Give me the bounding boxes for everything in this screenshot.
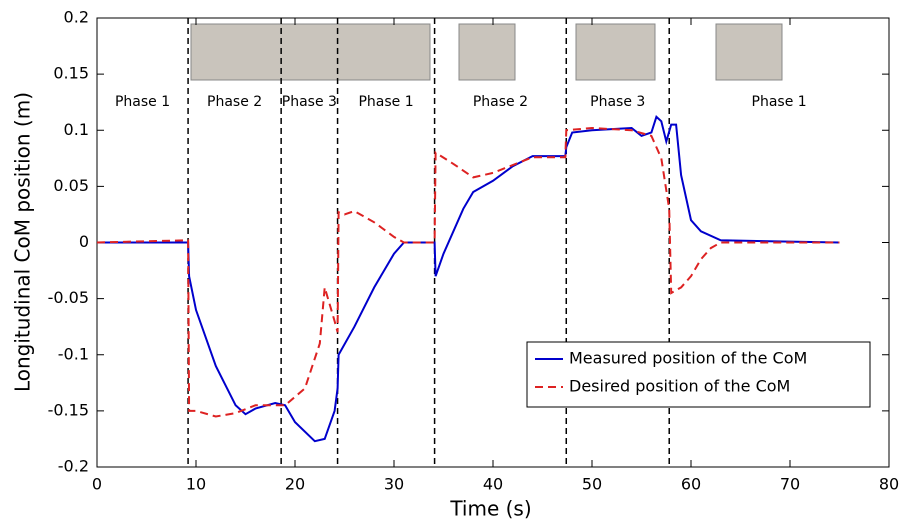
data-line: [96, 126, 840, 418]
photo: [458, 23, 516, 81]
photo: [575, 23, 656, 81]
x-tick-label: 10: [186, 475, 206, 494]
phase-label: Phase 1: [115, 94, 170, 110]
photo: [190, 23, 431, 81]
y-tick-label: -0.05: [48, 288, 89, 307]
phase-label: Phase 3: [590, 94, 645, 110]
y-tick-label: 0.2: [64, 8, 89, 27]
phase-label: Phase 1: [752, 94, 807, 110]
x-tick-label: 70: [780, 475, 800, 494]
x-tick-label: 80: [879, 475, 899, 494]
y-tick-label: 0.1: [64, 120, 89, 139]
legend-box: [526, 341, 871, 408]
y-tick-label: -0.2: [58, 457, 89, 476]
x-tick-label: 20: [285, 475, 305, 494]
x-tick-label: 30: [384, 475, 404, 494]
x-tick-label: 40: [483, 475, 503, 494]
x-axis-label: Time (s): [449, 497, 531, 521]
phase-label: Phase 3: [282, 94, 337, 110]
y-tick-label: -0.15: [48, 400, 89, 419]
y-tick-label: 0.05: [53, 176, 89, 195]
robot-photos: [190, 23, 783, 81]
phase-label: Phase 2: [207, 94, 262, 110]
legend-label: Desired position of the CoM: [569, 377, 790, 396]
phase-label: Phase 1: [358, 94, 413, 110]
x-tick-label: 50: [582, 475, 602, 494]
photo: [715, 23, 783, 81]
y-tick-label: 0: [79, 232, 89, 251]
y-tick-label: -0.1: [58, 344, 89, 363]
x-tick-label: 60: [681, 475, 701, 494]
x-tick-label: 0: [92, 475, 102, 494]
y-axis-label: Longitudinal CoM position (m): [11, 92, 35, 392]
phase-label: Phase 2: [473, 94, 528, 110]
legend-label: Measured position of the CoM: [569, 349, 807, 368]
y-tick-label: 0.15: [53, 64, 89, 83]
